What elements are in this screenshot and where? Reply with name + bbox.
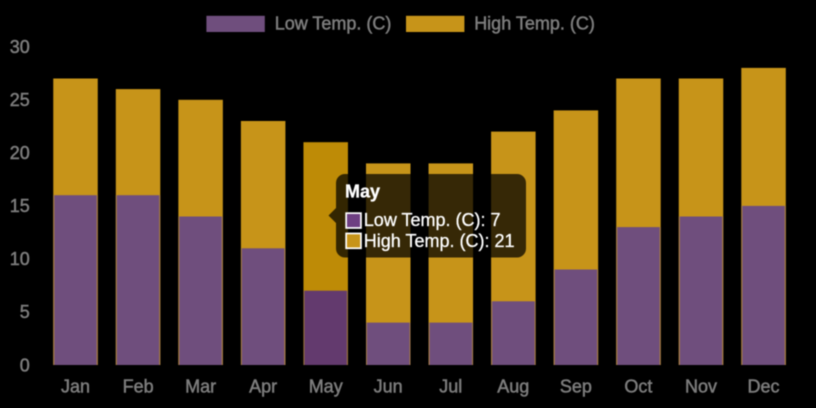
svg-text:Low Temp. (C): 7: Low Temp. (C): 7 xyxy=(364,210,501,230)
svg-text:High Temp. (C): 21: High Temp. (C): 21 xyxy=(364,231,515,251)
svg-text:25: 25 xyxy=(10,90,30,110)
svg-text:Oct: Oct xyxy=(624,377,652,397)
svg-text:High Temp. (C): High Temp. (C) xyxy=(474,14,595,34)
svg-text:15: 15 xyxy=(10,196,30,216)
svg-text:Jan: Jan xyxy=(61,377,90,397)
svg-text:30: 30 xyxy=(10,37,30,57)
svg-text:May: May xyxy=(309,377,343,397)
svg-text:Nov: Nov xyxy=(685,377,717,397)
svg-text:Jun: Jun xyxy=(374,377,403,397)
svg-text:Aug: Aug xyxy=(497,377,529,397)
svg-text:Feb: Feb xyxy=(123,377,154,397)
svg-text:Apr: Apr xyxy=(249,377,277,397)
svg-text:20: 20 xyxy=(10,143,30,163)
svg-text:Sep: Sep xyxy=(560,377,592,397)
svg-text:Mar: Mar xyxy=(185,377,216,397)
svg-text:10: 10 xyxy=(10,249,30,269)
svg-text:Jul: Jul xyxy=(439,377,462,397)
svg-text:May: May xyxy=(345,182,380,202)
svg-text:0: 0 xyxy=(20,355,30,375)
svg-text:Low Temp. (C): Low Temp. (C) xyxy=(275,14,392,34)
svg-text:5: 5 xyxy=(20,302,30,322)
svg-text:Dec: Dec xyxy=(747,377,779,397)
